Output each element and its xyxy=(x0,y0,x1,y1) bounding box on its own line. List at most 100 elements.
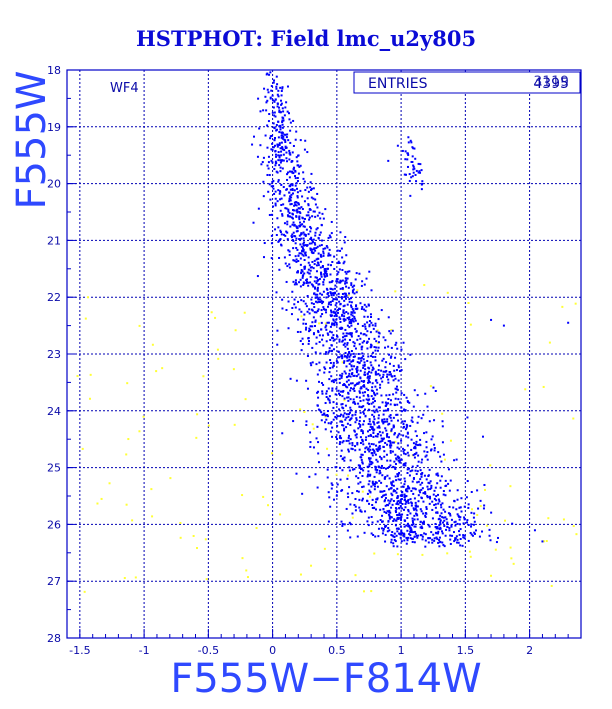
star-point xyxy=(343,384,346,387)
star-point xyxy=(313,210,316,213)
star-point xyxy=(290,313,293,316)
star-point xyxy=(369,474,372,477)
star-point xyxy=(377,318,380,321)
star-point xyxy=(324,272,327,275)
star-point xyxy=(376,349,379,352)
star-point xyxy=(336,483,339,486)
star-point xyxy=(307,190,310,193)
star-point xyxy=(367,516,370,519)
star-point xyxy=(376,449,379,452)
star-point xyxy=(332,361,335,364)
star-point xyxy=(428,468,431,471)
star-point xyxy=(466,416,469,419)
star-point xyxy=(441,541,444,544)
star-point xyxy=(413,167,416,170)
star-point xyxy=(325,245,328,248)
star-point xyxy=(478,535,481,538)
star-point xyxy=(439,519,442,522)
star-point xyxy=(358,272,361,275)
star-point xyxy=(278,144,281,147)
star-point xyxy=(319,266,322,269)
star-point xyxy=(416,514,419,517)
star-point xyxy=(309,208,312,211)
star-point xyxy=(441,502,444,505)
star-point xyxy=(296,210,299,213)
y-tick-label: 26 xyxy=(47,518,61,531)
star-point xyxy=(374,508,377,511)
star-point xyxy=(277,159,280,162)
star-point xyxy=(397,478,400,481)
star-point xyxy=(409,470,412,473)
star-point xyxy=(386,402,389,405)
star-point xyxy=(333,287,336,290)
star-point xyxy=(458,506,461,509)
star-point xyxy=(334,312,337,315)
star-point xyxy=(368,428,371,431)
star-point xyxy=(303,233,306,236)
star-point xyxy=(330,375,333,378)
star-point xyxy=(381,380,384,383)
star-point xyxy=(313,242,316,245)
star-point xyxy=(298,252,301,255)
star-point xyxy=(403,483,406,486)
star-point xyxy=(403,477,406,480)
star-point xyxy=(338,443,341,446)
star-point xyxy=(279,86,282,89)
star-point xyxy=(312,446,315,449)
star-point xyxy=(285,151,288,154)
rejected-point xyxy=(347,294,350,297)
star-point xyxy=(433,503,436,506)
star-point xyxy=(402,426,405,429)
star-point xyxy=(322,300,325,303)
star-point xyxy=(278,156,281,159)
star-point xyxy=(320,382,323,385)
star-point xyxy=(452,506,455,509)
star-point xyxy=(299,330,302,333)
star-point xyxy=(332,298,335,301)
star-point xyxy=(387,440,390,443)
star-point xyxy=(312,316,315,319)
star-point xyxy=(382,336,385,339)
star-point xyxy=(372,327,375,330)
star-point xyxy=(384,401,387,404)
star-point xyxy=(328,371,331,374)
star-point xyxy=(417,500,420,503)
star-point xyxy=(345,294,348,297)
star-point xyxy=(361,341,364,344)
star-point xyxy=(281,148,284,151)
star-point xyxy=(341,268,344,271)
star-point xyxy=(359,302,362,305)
star-point xyxy=(252,221,255,224)
star-point xyxy=(305,214,308,217)
star-point xyxy=(343,360,346,363)
star-point xyxy=(367,395,370,398)
star-point xyxy=(309,445,312,448)
star-point xyxy=(376,410,379,413)
star-point xyxy=(315,336,318,339)
star-point xyxy=(442,543,445,546)
star-point xyxy=(265,101,268,104)
star-point xyxy=(286,265,289,268)
star-point xyxy=(327,263,330,266)
star-point xyxy=(328,399,331,402)
star-point xyxy=(298,238,301,241)
star-point xyxy=(387,398,390,401)
star-point xyxy=(403,493,406,496)
star-point xyxy=(365,387,368,390)
star-point xyxy=(353,384,356,387)
star-point xyxy=(320,275,323,278)
star-point xyxy=(419,520,422,523)
star-point xyxy=(285,230,288,233)
star-point xyxy=(387,345,390,348)
star-point xyxy=(361,462,364,465)
star-point xyxy=(406,514,409,517)
star-point xyxy=(357,464,360,467)
star-point xyxy=(353,430,356,433)
star-point xyxy=(314,234,317,237)
star-point xyxy=(325,390,328,393)
star-point xyxy=(340,413,343,416)
star-point xyxy=(361,345,364,348)
star-point xyxy=(325,311,328,314)
star-point xyxy=(395,413,398,416)
star-point xyxy=(367,303,370,306)
